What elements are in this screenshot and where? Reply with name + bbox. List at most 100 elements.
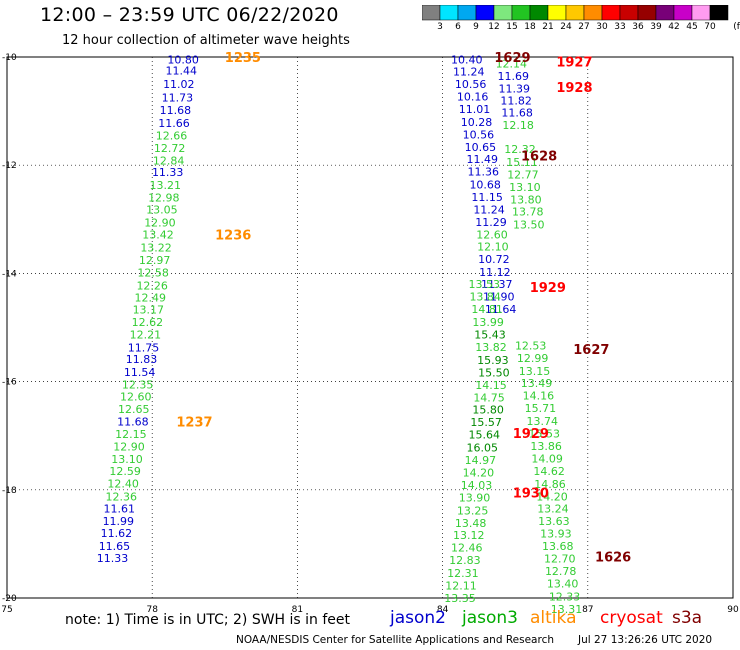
timestamp-text: Jul 27 13:26:26 UTC 2020 xyxy=(578,634,713,646)
legend-tick-label: 24 xyxy=(560,22,572,32)
wave-height-point: 13.74 xyxy=(527,415,559,428)
legend-jason3: jason3 xyxy=(462,608,518,628)
wave-height-point: 11.37 xyxy=(481,278,513,291)
legend-tick-label: 3 xyxy=(437,22,443,32)
wave-height-point: 13.17 xyxy=(133,304,165,317)
wave-height-point: 10.56 xyxy=(463,128,495,141)
wave-height-point: 11.15 xyxy=(471,191,503,204)
wave-height-point: 11.64 xyxy=(485,303,517,316)
wave-height-point: 13.25 xyxy=(457,504,489,517)
wave-height-point: 14.97 xyxy=(465,454,497,467)
y-tick-label: -12 xyxy=(2,161,17,171)
legend-tick-label: 45 xyxy=(686,22,698,32)
pass-time-label: 1629 xyxy=(494,51,530,66)
wave-height-point: 14.75 xyxy=(473,391,505,404)
wave-height-point: 12.78 xyxy=(545,565,577,578)
legend-tick-label: 9 xyxy=(473,22,479,32)
wave-height-point: 11.68 xyxy=(117,416,149,429)
wave-height-point: 13.21 xyxy=(150,179,182,192)
pass-time-label: 1628 xyxy=(521,149,557,164)
wave-height-point: 11.83 xyxy=(126,353,158,366)
wave-height-point: 12.53 xyxy=(515,339,547,352)
wave-height-point: 15.50 xyxy=(478,366,510,379)
wave-height-point: 12.99 xyxy=(517,352,549,365)
wave-height-point: 15.43 xyxy=(474,329,506,342)
wave-height-point: 10.16 xyxy=(457,90,489,103)
legend-altika: altika xyxy=(530,608,577,628)
wave-height-point: 12.35 xyxy=(122,378,154,391)
legend-tick-label: 27 xyxy=(578,22,590,32)
wave-height-point: 13.84 xyxy=(469,291,501,304)
wave-height-point: 13.63 xyxy=(538,515,570,528)
pass-time-label: 1627 xyxy=(573,343,609,358)
footer-note: note: 1) Time is in UTC; 2) SWH is in fe… xyxy=(65,612,351,628)
wave-height-point: 13.35 xyxy=(444,592,476,605)
wave-height-point: 11.49 xyxy=(467,153,499,166)
wave-height-point: 11.68 xyxy=(501,107,533,120)
legend-s3a: s3a xyxy=(672,608,703,628)
wave-height-point: 13.31 xyxy=(551,603,583,616)
wave-height-point: 12.59 xyxy=(109,465,141,478)
wave-height-point: 12.36 xyxy=(105,490,137,503)
wave-height-point: 12.32 xyxy=(504,143,536,156)
wave-height-point: 11.01 xyxy=(459,103,491,116)
legend-cryosat: cryosat xyxy=(600,608,663,628)
color-scale-legend xyxy=(422,5,729,21)
wave-height-point: 12.98 xyxy=(148,192,180,205)
pass-time-label: 1930 xyxy=(513,487,549,502)
wave-height-point: 12.90 xyxy=(144,217,176,230)
wave-height-point: 13.40 xyxy=(547,577,579,590)
wave-height-point: 11.33 xyxy=(152,166,184,179)
wave-height-point: 11.12 xyxy=(479,266,511,279)
wave-height-point: 12.66 xyxy=(156,129,188,142)
y-tick-label: -18 xyxy=(2,486,17,496)
wave-height-point: 10.65 xyxy=(465,141,497,154)
wave-height-point: 14.16 xyxy=(523,390,555,403)
legend-tick-label: 30 xyxy=(596,22,608,32)
wave-height-point: 11.68 xyxy=(160,104,192,117)
legend-tick-label: 36 xyxy=(632,22,644,32)
wave-height-point: 16.05 xyxy=(467,442,499,455)
wave-height-point: 13.05 xyxy=(146,204,178,217)
wave-height-point: 12.90 xyxy=(113,441,145,454)
wave-height-point: 11.29 xyxy=(475,216,507,229)
wave-height-point: 12.62 xyxy=(132,316,164,329)
wave-height-point: 12.83 xyxy=(449,554,481,567)
wave-height-point: 13.49 xyxy=(521,377,553,390)
wave-height-point: 13.93 xyxy=(540,528,572,541)
credit-text: NOAA/NESDIS Center for Satellite Applica… xyxy=(236,634,554,646)
wave-height-point: 15.93 xyxy=(477,354,509,367)
wave-height-point: 12.60 xyxy=(476,228,508,241)
wave-height-point: 11.24 xyxy=(473,204,505,217)
legend-tick-label: 18 xyxy=(524,22,536,32)
wave-height-point: 12.60 xyxy=(120,391,152,404)
legend-jason2: jason2 xyxy=(390,608,446,628)
wave-height-point: 10.68 xyxy=(469,179,501,192)
wave-height-point: 15.11 xyxy=(506,156,538,169)
wave-height-point: 14.09 xyxy=(531,452,563,465)
wave-height-point: 10.40 xyxy=(451,54,483,67)
wave-height-point: 13.12 xyxy=(453,529,485,542)
wave-height-point: 11.02 xyxy=(163,78,195,91)
wave-height-point: 14.62 xyxy=(533,465,565,478)
pass-time-label: 1237 xyxy=(176,416,212,431)
pass-time-label: 1236 xyxy=(215,228,251,243)
wave-height-point: 15.64 xyxy=(468,429,500,442)
wave-height-point: 13.42 xyxy=(142,228,174,241)
legend-tick-label: 33 xyxy=(614,22,626,32)
wave-height-point: 11.33 xyxy=(97,552,129,565)
pass-time-label: 1235 xyxy=(225,51,261,66)
wave-height-point: 12.58 xyxy=(137,266,169,279)
wave-height-point: 13.24 xyxy=(537,503,569,516)
chart-title: 12:00 – 23:59 UTC 06/22/2020 xyxy=(40,4,339,26)
wave-height-point: 11.82 xyxy=(500,94,532,107)
wave-height-point: 11.69 xyxy=(498,70,530,83)
wave-height-point: 12.97 xyxy=(139,254,171,267)
legend-tick-label: 70 xyxy=(704,22,716,32)
wave-height-point: 13.82 xyxy=(475,341,507,354)
wave-height-point: 13.78 xyxy=(512,206,544,219)
wave-height-point: 15.53 xyxy=(528,428,560,441)
wave-height-point: 13.48 xyxy=(455,517,487,530)
